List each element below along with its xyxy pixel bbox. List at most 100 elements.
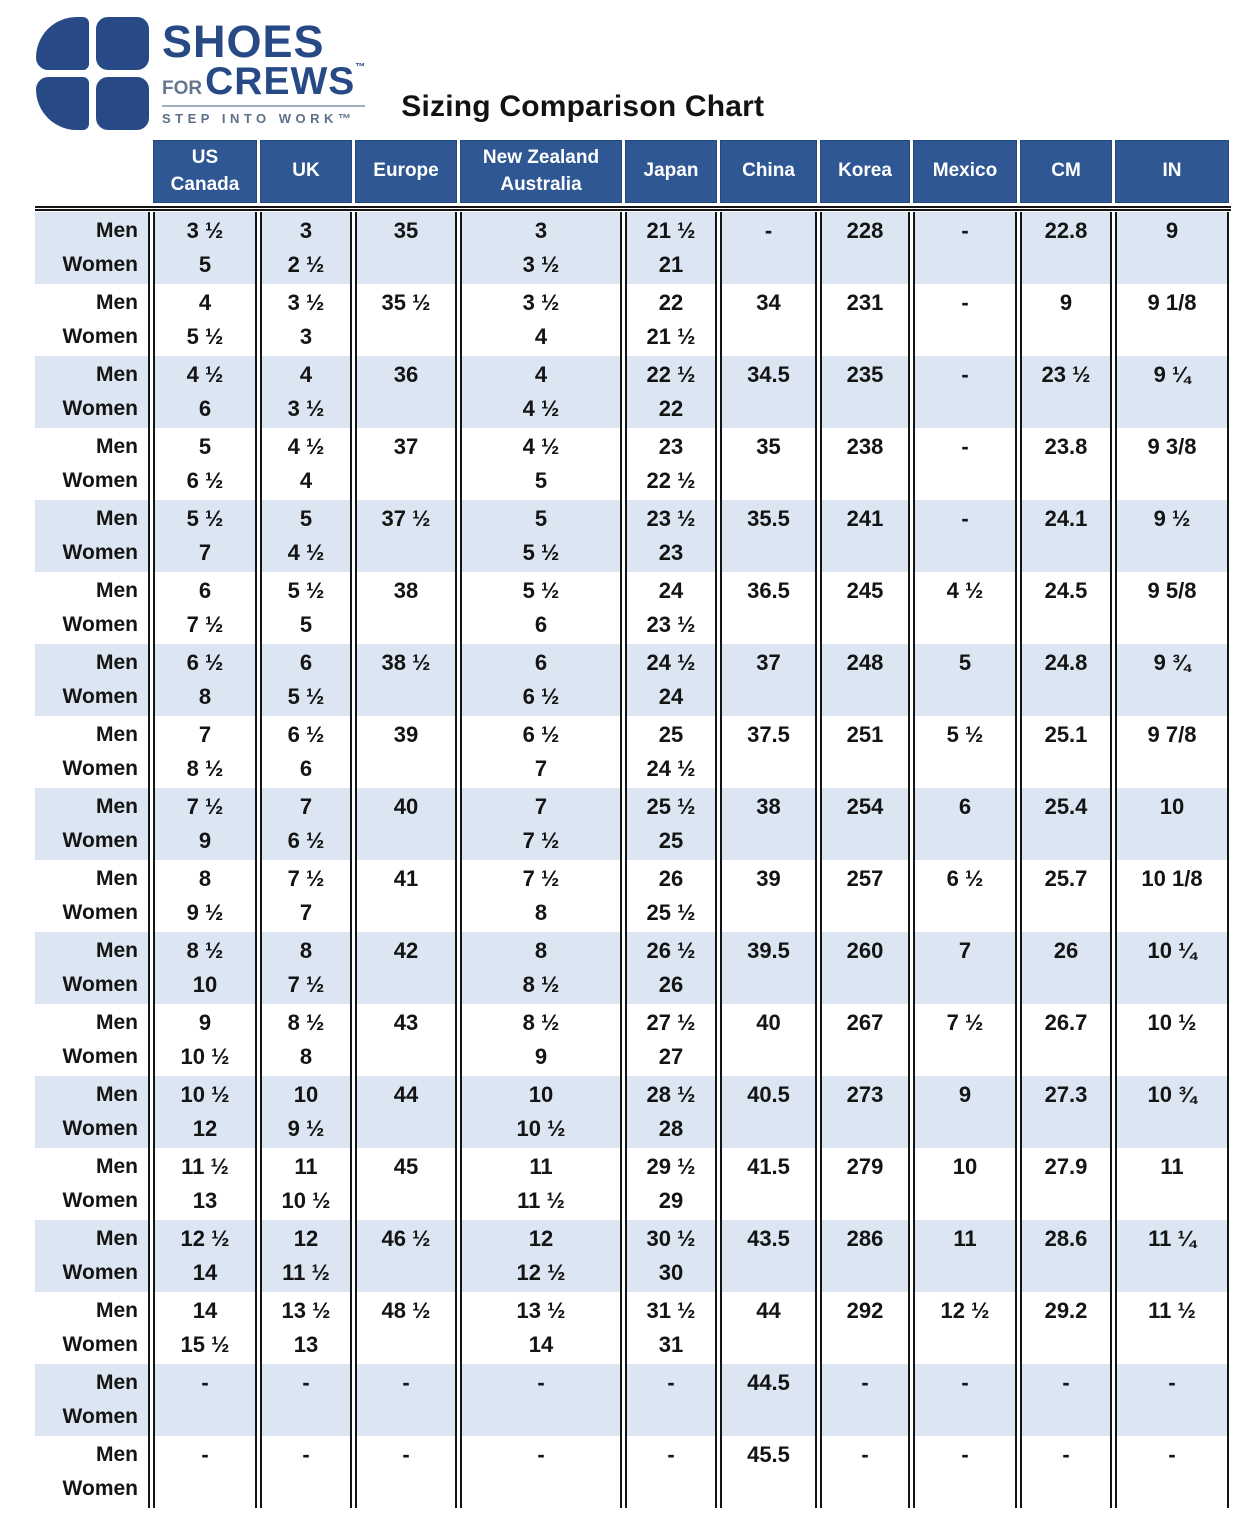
women-row-label: Women [62,901,138,924]
men-size-value: 6 [299,650,313,675]
row-label-cell: Men Women [35,1364,150,1436]
women-row-label: Women [62,757,138,780]
men-size-value: 10 [1159,794,1185,819]
women-size-value [915,321,1015,353]
men-row-label: Men [96,1155,138,1178]
size-cell-mexico: 6 ½ [913,860,1017,932]
size-cell-europe: 35 ½ [355,284,457,356]
men-size-value: 10 ¼ [1147,938,1197,963]
size-cell-china: 45.5 [720,1436,817,1508]
men-size-value: 10 1/8 [1141,866,1203,891]
men-size-value: 24 ½ [646,650,696,675]
row-label-cell: Men Women [35,1436,150,1508]
women-size-value: 6 ½ [522,684,560,709]
women-size-value: 10 ½ [281,1188,331,1213]
women-size-value [1022,1113,1110,1145]
size-cell-japan: 24 23 ½ [625,572,717,644]
women-size-value [1022,681,1110,713]
men-size-value: 279 [846,1154,884,1179]
logo-crews-line: FOR CREWS ™ [162,62,365,101]
size-cell-europe: 35 [355,212,457,284]
men-size-value: 26 [1053,938,1079,963]
table-row: Men Women - - - - - 45.5 - - - - [35,1436,1231,1508]
men-size-value: 6 ½ [522,722,560,747]
women-row-label: Women [62,469,138,492]
row-label-cell: Men Women [35,644,150,716]
women-size-value: 6 [299,756,313,781]
women-size-value [627,1473,715,1505]
size-cell-japan: 28 ½ 28 [625,1076,717,1148]
women-size-value [822,1329,908,1361]
men-row-label: Men [96,1443,138,1466]
women-size-value [915,1185,1015,1217]
men-size-value: 3 ½ [186,218,224,243]
women-size-value: 6 [534,612,548,637]
size-cell-mexico: - [913,500,1017,572]
women-size-value [722,537,815,569]
women-size-value [722,393,815,425]
size-cell-japan: 26 ½ 26 [625,932,717,1004]
size-cell-new-zealand-australia: - [460,1436,622,1508]
size-cell-europe: 44 [355,1076,457,1148]
men-size-value: 4 [534,362,548,387]
men-size-value: 11 ¼ [1148,1226,1196,1251]
row-label-cell: Men Women [35,860,150,932]
size-cell-japan: 25 ½ 25 [625,788,717,860]
size-cell-mexico: 9 [913,1076,1017,1148]
size-cell-korea: 257 [820,860,910,932]
men-size-value: 26 [658,866,684,891]
women-size-value [915,969,1015,1001]
women-size-value: 3 [299,324,313,349]
size-cell-cm: 27.9 [1020,1148,1112,1220]
men-size-value: 29 ½ [646,1154,696,1179]
men-size-value: 23.8 [1044,434,1088,459]
column-header-europe: Europe [355,140,457,203]
women-size-value [262,1473,350,1505]
women-size-value: 10 ½ [516,1116,566,1141]
men-row-label: Men [96,291,138,314]
men-size-value: - [1168,1442,1176,1467]
women-size-value [1022,609,1110,641]
size-cell-in: 10 1/8 [1115,860,1229,932]
column-header-in: IN [1115,140,1229,203]
size-cell-china: 39.5 [720,932,817,1004]
size-cell-new-zealand-australia: 13 ½ 14 [460,1292,622,1364]
size-cell-china: 36.5 [720,572,817,644]
women-size-value: 29 [658,1188,684,1213]
women-size-value [822,393,908,425]
size-cell-mexico: - [913,284,1017,356]
size-cell-china: 40.5 [720,1076,817,1148]
men-size-value: 23 [658,434,684,459]
women-size-value [1022,753,1110,785]
women-size-value [915,1401,1015,1433]
men-size-value: 22 [658,290,684,315]
women-size-value: 10 ½ [180,1044,230,1069]
women-size-value [1117,465,1227,497]
row-label-cell: Men Women [35,212,150,284]
women-size-value [357,609,455,641]
women-size-value: 24 ½ [646,756,696,781]
women-size-value: 22 ½ [646,468,696,493]
men-size-value: 8 ½ [287,1010,325,1035]
women-size-value [722,465,815,497]
size-cell-cm: 25.4 [1020,788,1112,860]
men-size-value: 7 ½ [186,794,224,819]
women-size-value [357,1185,455,1217]
size-cell-in: - [1115,1436,1229,1508]
women-size-value [822,1473,908,1505]
women-size-value: 6 [198,396,212,421]
men-size-value: 34.5 [747,362,790,387]
size-cell-china: 39 [720,860,817,932]
women-size-value [822,897,908,929]
men-size-value: 37 [393,434,419,459]
women-size-value: 28 [658,1116,684,1141]
size-cell-japan: 23 ½ 23 [625,500,717,572]
size-cell-japan: - [625,1436,717,1508]
women-size-value [1022,1473,1110,1505]
row-label-cell: Men Women [35,1148,150,1220]
size-cell-in: 10 ¼ [1115,932,1229,1004]
